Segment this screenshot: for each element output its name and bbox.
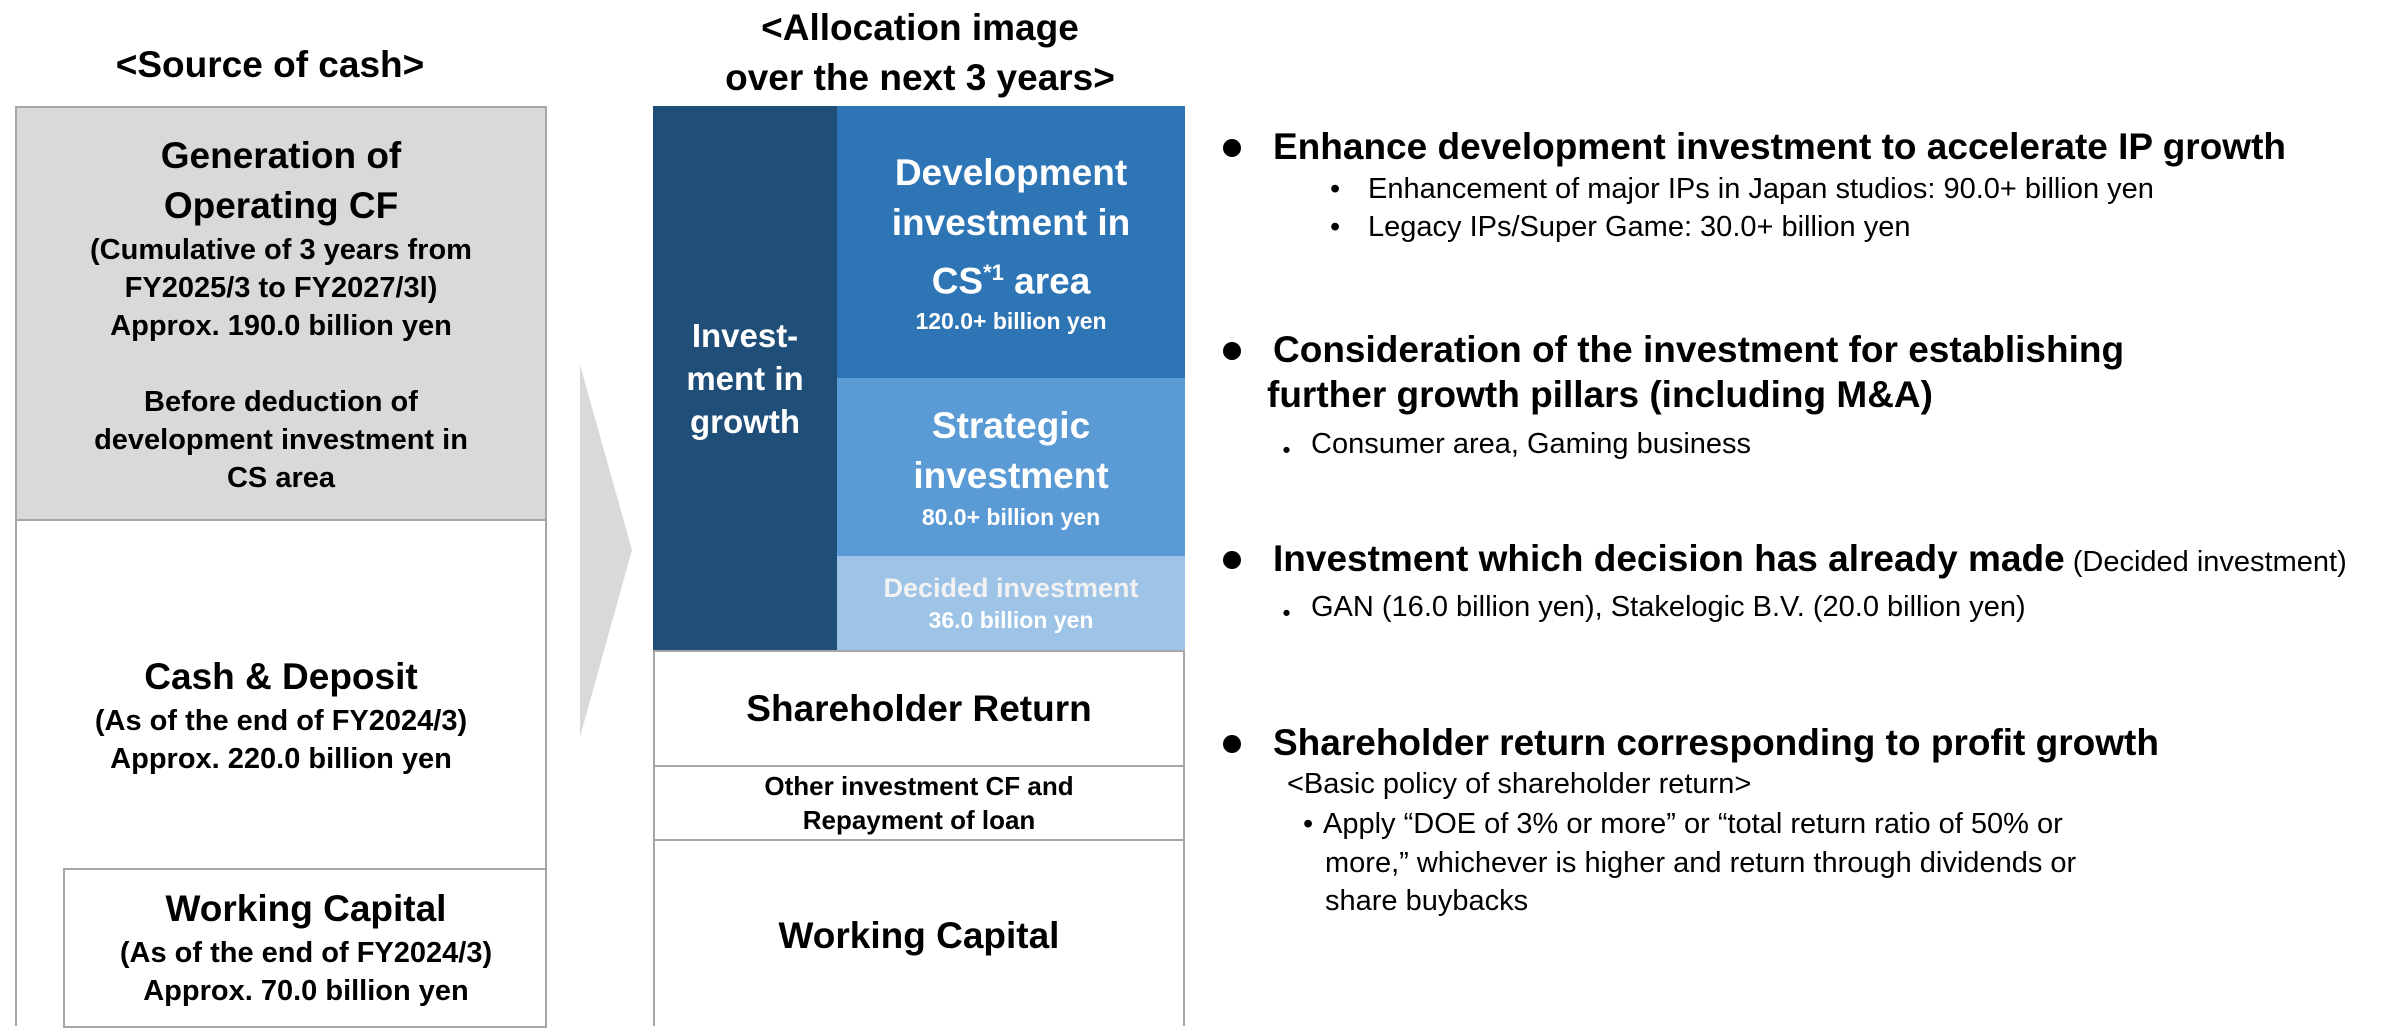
text: <Allocation image xyxy=(761,7,1079,48)
decided-box: Decided investment 36.0 billion yen xyxy=(837,556,1185,650)
text: (As of the end of FY2024/3) xyxy=(94,705,468,737)
allocation-title: <Allocation image over the next 3 years> xyxy=(725,3,1115,103)
text: CS*1 area xyxy=(932,248,1091,306)
text: growth xyxy=(690,402,800,440)
text: Before deduction of xyxy=(144,385,418,418)
item: Enhancement of major IPs in Japan studio… xyxy=(1368,173,2154,205)
text: Invest- xyxy=(691,316,799,354)
text: Strategic xyxy=(931,405,1091,446)
item: Legacy IPs/Super Game: 30.0+ billion yen xyxy=(1368,211,1911,243)
arrow-shape xyxy=(580,365,632,737)
development-box: Development investment in CS*1 area 120.… xyxy=(837,106,1185,378)
bullet-dot xyxy=(1223,551,1241,569)
working-capital-box: Working Capital (As of the end of FY2024… xyxy=(63,868,547,1028)
operating-cf-box: Generation of Operating CF (Cumulative o… xyxy=(15,106,547,521)
footnote-mark: *1 xyxy=(983,259,1004,285)
text: over the next 3 years> xyxy=(725,57,1115,98)
text: CS area xyxy=(226,461,335,494)
bullet-dot xyxy=(1223,139,1241,157)
item-bullet: • xyxy=(1330,211,1341,243)
working-box: Working Capital xyxy=(653,841,1185,1031)
text: (Decided investment) xyxy=(2064,546,2347,578)
cash-box: Cash & Deposit (As of the end of FY2024/… xyxy=(15,640,547,790)
text: Decided investment xyxy=(883,573,1139,603)
text: Approx. 70.0 billion yen xyxy=(143,975,469,1007)
arrow xyxy=(580,365,632,737)
shareholder-box: Shareholder Return xyxy=(653,650,1185,767)
text: 80.0+ billion yen xyxy=(921,504,1101,530)
text: (Cumulative of 3 years from xyxy=(90,233,472,266)
source-title: <Source of cash> xyxy=(115,44,425,85)
heading: Enhance development investment to accele… xyxy=(1273,126,2287,167)
bullet-dot xyxy=(1223,342,1241,360)
item: GAN (16.0 billion yen), Stakelogic B.V. … xyxy=(1311,591,2026,623)
other-box: Other investment CF and Repayment of loa… xyxy=(653,767,1185,841)
text: Approx. 220.0 billion yen xyxy=(110,743,452,775)
subheading: <Basic policy of shareholder return> xyxy=(1287,768,1752,800)
item: Consumer area, Gaming business xyxy=(1311,428,1752,460)
text: Operating CF xyxy=(163,184,399,226)
text: Generation of xyxy=(160,134,402,176)
text: Repayment of loan xyxy=(802,805,1036,835)
text: Working Capital xyxy=(778,915,1060,956)
text: Other investment CF and xyxy=(764,771,1074,801)
text: FY2025/3 to FY2027/3l) xyxy=(124,271,438,304)
text: ment in xyxy=(686,359,804,397)
text: Investment which decision has already ma… xyxy=(1273,538,2065,579)
text: investment xyxy=(913,455,1109,496)
item: Apply “DOE of 3% or more” or “total retu… xyxy=(1323,808,2063,840)
text: area xyxy=(1003,260,1091,302)
text: Development xyxy=(894,151,1128,193)
text: Working Capital xyxy=(165,888,447,929)
text: 36.0 billion yen xyxy=(928,607,1094,633)
text: CS xyxy=(931,260,984,302)
item: more,” whichever is higher and return th… xyxy=(1325,847,2077,879)
heading: Shareholder return corresponding to prof… xyxy=(1273,722,2159,763)
growth-box: Invest- ment in growth xyxy=(653,106,837,650)
bullet-dot xyxy=(1223,735,1241,753)
text: investment in xyxy=(891,201,1131,243)
text: 120.0+ billion yen xyxy=(915,308,1107,335)
heading: further growth pillars (including M&A) xyxy=(1267,374,1933,415)
item-bullet: ・ xyxy=(1272,436,1302,468)
item-bullet: • xyxy=(1303,808,1314,840)
text: Approx. 190.0 billion yen xyxy=(110,309,452,342)
text: (As of the end of FY2024/3) xyxy=(119,937,493,969)
strategic-box: Strategic investment 80.0+ billion yen xyxy=(837,378,1185,556)
text: development investment in xyxy=(94,423,468,456)
heading: Investment which decision has already ma… xyxy=(1273,538,2347,580)
item-bullet: ・ xyxy=(1272,599,1302,631)
text: Shareholder Return xyxy=(746,687,1092,729)
item-bullet: • xyxy=(1330,173,1341,205)
heading: Consideration of the investment for esta… xyxy=(1273,329,2125,370)
text: Cash & Deposit xyxy=(144,656,418,697)
item: share buybacks xyxy=(1325,885,1529,917)
